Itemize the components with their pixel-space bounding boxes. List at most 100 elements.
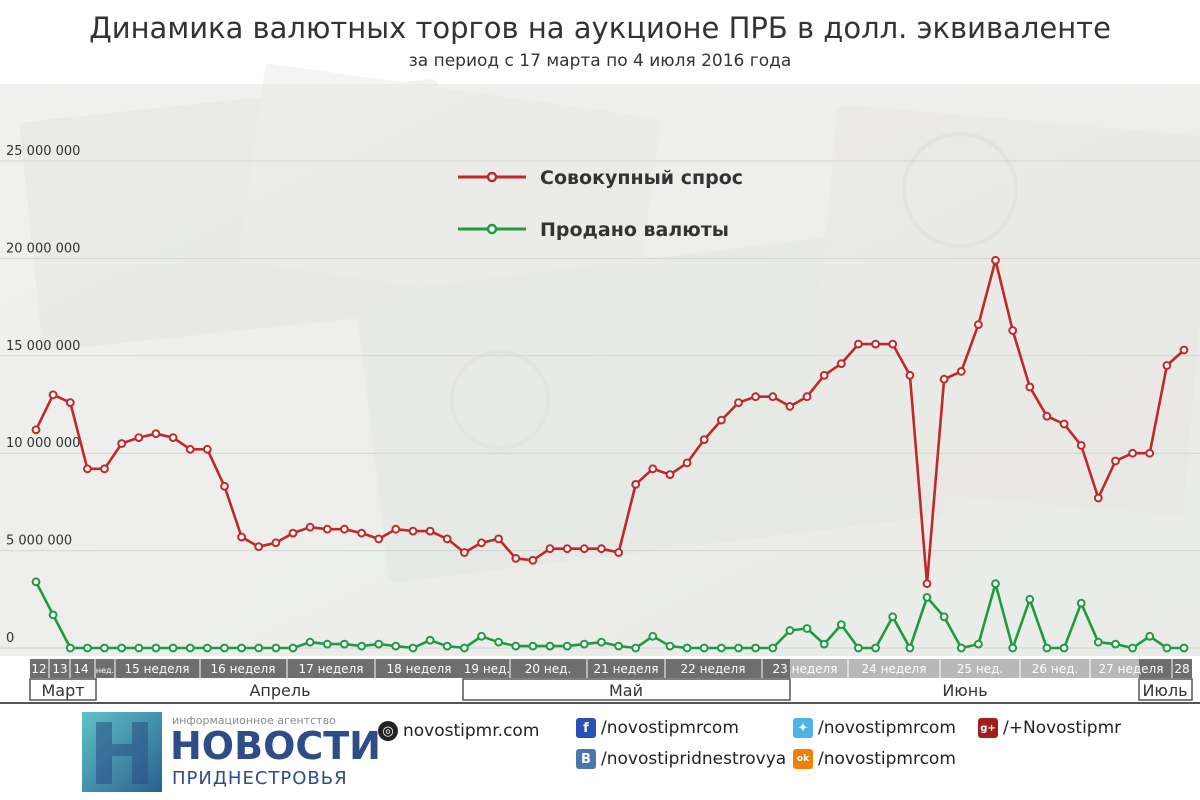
y-tick-label: 15 000 000 (6, 339, 80, 354)
data-point-demand (1008, 326, 1018, 335)
data-point-sold (734, 643, 743, 653)
y-tick-label: 20 000 000 (6, 241, 80, 256)
data-point-sold (322, 639, 332, 649)
data-point-demand (734, 398, 743, 408)
data-point-demand (48, 390, 58, 400)
month-box-july (1138, 678, 1193, 701)
data-point-demand (597, 544, 606, 554)
data-point-sold (117, 643, 127, 653)
data-point-sold (579, 639, 589, 649)
data-point-demand (1025, 382, 1035, 392)
data-point-sold (614, 641, 623, 651)
facebook-link[interactable]: /novostipmrcom (601, 718, 739, 738)
data-point-sold (494, 637, 504, 647)
data-point-demand (1093, 493, 1103, 503)
legend-item-demand: Совокупный спрос (458, 167, 743, 189)
vk-link[interactable]: /novostipridnestrovya (601, 749, 787, 769)
data-point-demand (665, 470, 675, 480)
data-point-sold (974, 639, 983, 649)
week-label: 27 неделя (1099, 662, 1164, 676)
week-label: 20 нед. (525, 662, 571, 676)
data-point-demand (357, 528, 367, 538)
facebook-icon: f (576, 718, 596, 738)
data-point-demand (682, 458, 692, 468)
social-facebook[interactable]: f /novostipmrcom (576, 718, 739, 738)
series-sold (31, 577, 1189, 653)
legend-item-sold: Продано валюты (458, 219, 729, 241)
data-point-sold (340, 639, 349, 649)
social-vk[interactable]: B /novostipridnestrovya (576, 749, 786, 769)
data-point-demand (83, 464, 92, 474)
data-point-demand (1162, 361, 1172, 370)
week-band: 12 13 14 нед. 15 неделя 16 неделя 17 нед… (30, 659, 1192, 678)
data-point-sold (1059, 643, 1069, 653)
data-point-demand (614, 548, 623, 557)
vk-icon: B (576, 749, 596, 769)
week-band-dark (463, 659, 790, 678)
data-point-sold (48, 610, 58, 620)
social-ok[interactable]: ok /novostipmrcom (793, 749, 956, 769)
data-point-sold (1162, 643, 1172, 653)
data-point-demand (1128, 448, 1137, 458)
social-site[interactable]: ◎ novostipmr.com (378, 721, 539, 741)
banknote-backdrop (19, 63, 1200, 583)
data-point-demand (340, 524, 349, 534)
data-point-sold (768, 643, 778, 653)
globe-icon: ◎ (378, 721, 398, 741)
data-point-sold (237, 643, 247, 653)
month-box-may (462, 678, 791, 701)
week-label: 28 (1174, 662, 1189, 676)
data-point-demand (185, 444, 195, 454)
data-point-sold (871, 643, 880, 653)
data-point-demand (1042, 411, 1052, 421)
week-label: 24 неделя (862, 662, 927, 676)
week-label: 18 неделя (387, 662, 452, 676)
data-point-demand (460, 548, 469, 557)
site-link[interactable]: novostipmr.com (403, 721, 540, 741)
data-point-sold (836, 620, 846, 629)
social-twitter[interactable]: ✦ /novostipmrcom (793, 718, 956, 738)
data-point-sold (168, 643, 178, 653)
data-point-demand (991, 255, 1000, 265)
data-point-demand (648, 464, 658, 474)
data-point-demand (802, 392, 812, 402)
month-label: Июнь (942, 681, 987, 700)
data-point-sold (991, 579, 1000, 589)
data-point-demand (254, 542, 264, 552)
data-point-demand (31, 425, 41, 435)
data-point-demand (305, 522, 315, 532)
data-point-sold (1111, 639, 1120, 649)
data-point-sold (854, 643, 863, 653)
data-point-demand (442, 534, 452, 544)
data-point-sold (408, 643, 418, 653)
data-point-sold (819, 639, 829, 649)
data-point-sold (477, 631, 486, 641)
data-point-sold (65, 643, 75, 653)
data-point-demand (768, 392, 778, 402)
data-point-sold (888, 612, 898, 622)
week-label: 22 неделя (681, 662, 746, 676)
gplus-link[interactable]: /+Novostipmr (1003, 718, 1122, 738)
data-point-sold (151, 643, 161, 653)
week-label: 16 неделя (211, 662, 276, 676)
data-point-sold (511, 641, 521, 651)
data-point-demand (477, 538, 486, 548)
week-band-dark (1139, 659, 1192, 678)
week-band-dark (30, 659, 463, 678)
month-label: Март (41, 681, 84, 700)
chart-subtitle: за период с 17 марта по 4 июля 2016 года (409, 51, 792, 71)
data-point-sold (699, 643, 709, 653)
legend: Совокупный спрос Продано валюты (458, 167, 743, 241)
data-point-demand (271, 538, 281, 548)
ok-link[interactable]: /novostipmrcom (818, 749, 956, 769)
data-point-sold (134, 643, 144, 653)
social-gplus[interactable]: g+ /+Novostipmr (978, 718, 1121, 738)
twitter-link[interactable]: /novostipmrcom (818, 718, 956, 738)
data-point-sold (442, 641, 452, 651)
data-point-demand (905, 370, 915, 380)
data-point-sold (751, 643, 760, 653)
y-tick-label: 25 000 000 (6, 144, 80, 159)
data-point-demand (1179, 345, 1189, 355)
month-label: Май (609, 681, 643, 700)
